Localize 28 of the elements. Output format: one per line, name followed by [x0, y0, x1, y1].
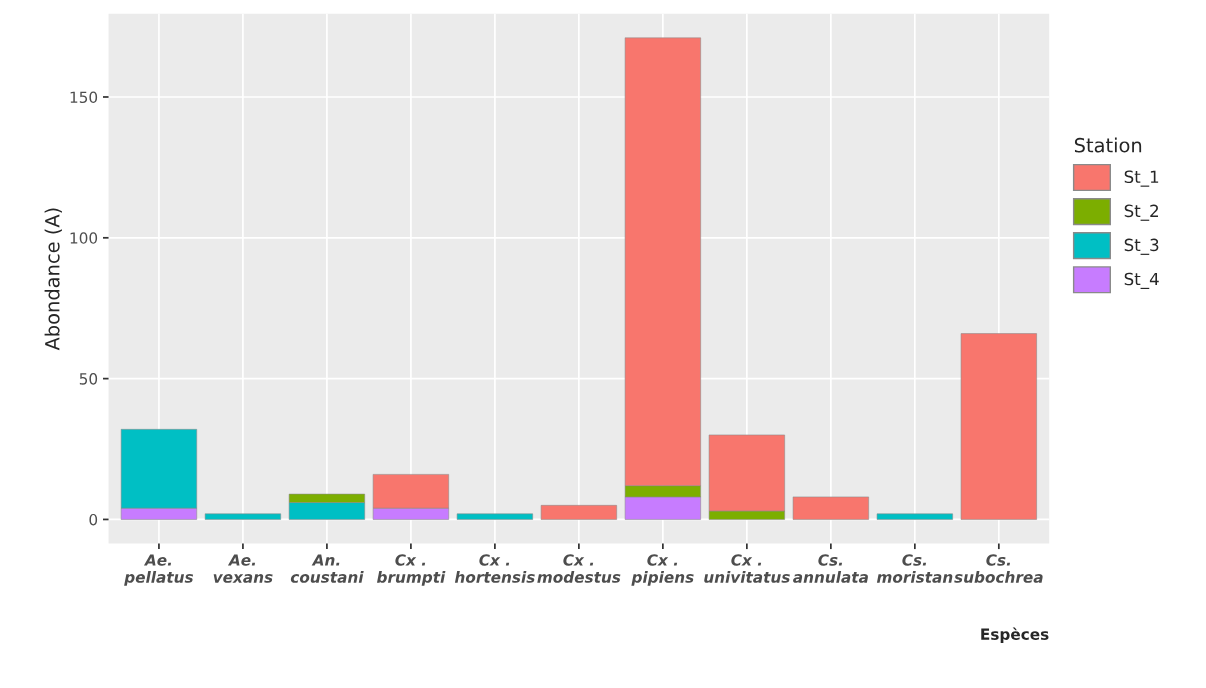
x-tick-label: Ae. vexans — [213, 554, 273, 583]
y-tick-label: 150 — [70, 91, 98, 104]
x-tick-label: An. coustani — [290, 554, 364, 583]
x-tick-label: Cs. subochrea — [954, 554, 1043, 583]
legend-label: St_4 — [1124, 272, 1159, 289]
legend-label: St_1 — [1124, 170, 1159, 187]
y-axis-title: Abondance (A) — [44, 208, 62, 351]
bar — [792, 496, 869, 520]
x-tick-label: Cx . univitatus — [704, 554, 790, 583]
x-tick-label: Cx . brumpti — [377, 554, 446, 586]
x-tick-label: Ae. pellatus — [124, 554, 194, 586]
y-tick-label: 50 — [79, 373, 98, 385]
y-tick-label: 0 — [89, 513, 98, 526]
bar — [456, 513, 533, 520]
legend-label: St_2 — [1124, 204, 1159, 221]
bar — [876, 513, 953, 520]
y-tick-label: 100 — [70, 232, 98, 244]
x-tick-label: Cx . modestus — [537, 554, 621, 583]
x-tick-label: Cs. moristan — [876, 554, 953, 583]
legend-title: Station — [1074, 137, 1142, 153]
legend-label: St_3 — [1124, 238, 1159, 255]
bar — [204, 513, 281, 520]
x-tick-label: Cx . hortensis — [454, 554, 535, 583]
bar — [540, 505, 617, 520]
x-axis-title: Espèces — [981, 627, 1049, 643]
bar — [960, 333, 1037, 520]
x-tick-label: Cx . pipiens — [631, 554, 694, 586]
x-tick-label: Cs. annulata — [793, 554, 868, 583]
